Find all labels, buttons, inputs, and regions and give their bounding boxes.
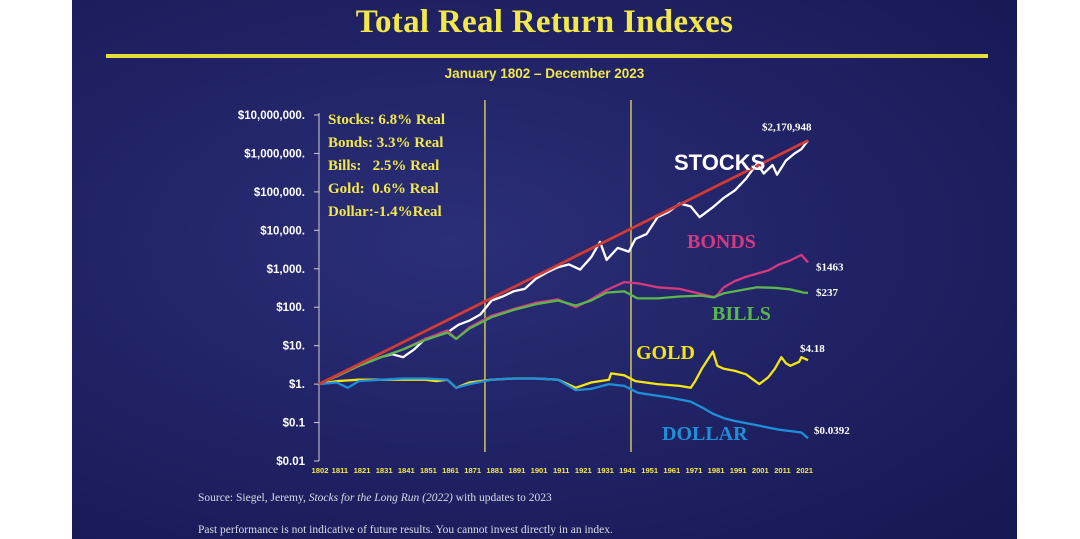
source-note: Source: Siegel, Jeremy, Stocks for the L… bbox=[198, 492, 552, 504]
x-tick-label: 1851 bbox=[420, 466, 438, 475]
x-tick-label: 1821 bbox=[354, 466, 372, 475]
source-book: Stocks for the Long Run (2022) bbox=[308, 492, 453, 504]
y-tick-label: $10,000,000. bbox=[238, 110, 305, 122]
y-tick-label: $0.01 bbox=[276, 456, 305, 468]
x-tick-label: 1802 bbox=[312, 466, 329, 475]
x-tick-label: 1951 bbox=[641, 466, 659, 475]
y-tick-label: $10. bbox=[283, 341, 305, 353]
x-tick-label: 1961 bbox=[663, 466, 681, 475]
x-tick-label: 1981 bbox=[708, 466, 726, 475]
series-label-stocks: STOCKS bbox=[674, 150, 765, 175]
series-label-bills: BILLS bbox=[712, 303, 771, 325]
series-label-bonds: BONDS bbox=[687, 231, 756, 253]
series-label-gold: GOLD bbox=[636, 342, 695, 364]
x-tick-label: 2011 bbox=[774, 466, 791, 475]
slide-title: Total Real Return Indexes bbox=[355, 4, 734, 40]
series-line-bills bbox=[318, 286, 809, 386]
y-tick-label: $100,000. bbox=[254, 187, 305, 199]
real-return-rate: Bonds: 3.3% Real bbox=[328, 135, 443, 151]
x-tick-label: 1991 bbox=[730, 466, 748, 475]
x-tick-label: 1941 bbox=[619, 466, 637, 475]
real-return-rate: Gold: 0.6% Real bbox=[328, 181, 439, 197]
trend-line bbox=[318, 139, 809, 386]
x-tick-label: 1881 bbox=[486, 466, 504, 475]
y-tick-label: $10,000. bbox=[260, 225, 305, 237]
source-suffix: with updates to 2023 bbox=[452, 492, 552, 504]
end-value-stocks: $2,170,948 bbox=[762, 122, 812, 134]
x-tick-label: 1901 bbox=[531, 466, 549, 475]
real-return-rate: Bills: 2.5% Real bbox=[328, 158, 439, 174]
slide: Total Real Return Indexes January 1802 –… bbox=[72, 0, 1017, 539]
x-tick-label: 1911 bbox=[553, 466, 570, 475]
x-tick-label: 1861 bbox=[442, 466, 460, 475]
end-value-bonds: $1463 bbox=[816, 261, 844, 273]
y-tick-label: $1,000. bbox=[267, 264, 305, 276]
x-tick-label: 1871 bbox=[464, 466, 482, 475]
y-tick-label: $1,000,000. bbox=[244, 148, 305, 160]
y-tick-label: $1. bbox=[289, 379, 305, 391]
x-tick-label: 1921 bbox=[575, 466, 593, 475]
series-line-dollar bbox=[318, 377, 809, 440]
title-rule bbox=[106, 54, 988, 58]
x-tick-label: 2021 bbox=[796, 466, 814, 475]
return-index-chart: $10,000,000. $1,000,000. $100,000. $10,000.… bbox=[238, 100, 850, 475]
real-return-rate: Dollar:-1.4%Real bbox=[328, 204, 442, 220]
disclaimer: Past performance is not indicative of fu… bbox=[198, 524, 613, 536]
chart-subtitle: January 1802 – December 2023 bbox=[444, 66, 645, 81]
y-tick-label: $0.1 bbox=[283, 418, 306, 430]
y-tick-label: $100. bbox=[276, 302, 305, 314]
source-prefix: Source: Siegel, Jeremy, bbox=[198, 492, 309, 504]
x-tick-label: 1931 bbox=[597, 466, 615, 475]
end-value-dollar: $0.0392 bbox=[814, 425, 850, 437]
series-label-dollar: DOLLAR bbox=[662, 423, 748, 445]
x-tick-label: 1811 bbox=[332, 466, 349, 475]
x-tick-label: 1831 bbox=[376, 466, 394, 475]
end-value-gold: $4.18 bbox=[800, 343, 825, 355]
real-return-rate: Stocks: 6.8% Real bbox=[328, 112, 445, 128]
x-tick-label: 1971 bbox=[685, 466, 703, 475]
series-line-gold bbox=[318, 350, 809, 389]
x-tick-label: 2001 bbox=[752, 466, 770, 475]
x-tick-label: 1841 bbox=[398, 466, 416, 475]
x-tick-label: 1891 bbox=[508, 466, 526, 475]
end-value-bills: $237 bbox=[816, 287, 839, 299]
